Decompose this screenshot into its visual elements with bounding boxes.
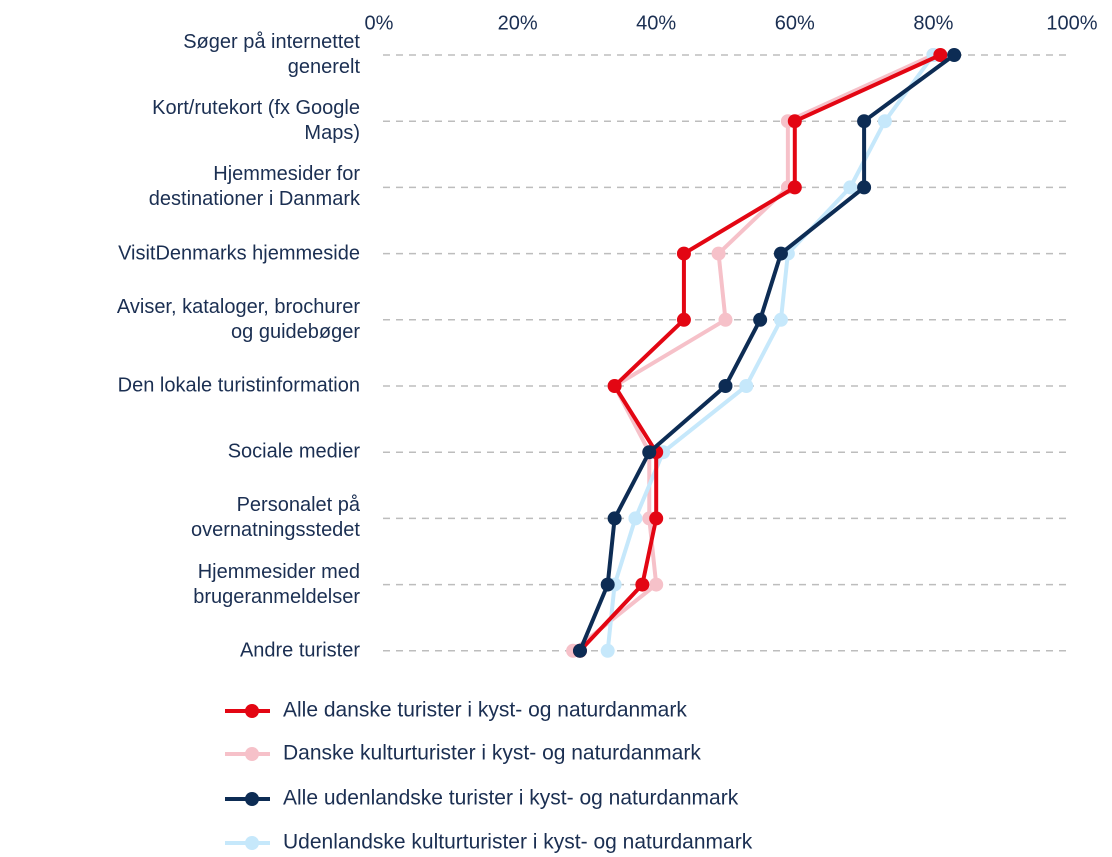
category-label: Den lokale turistinformation — [117, 374, 360, 397]
series-line — [578, 53, 956, 652]
point — [628, 511, 643, 526]
x-tick-label: 60% — [775, 12, 815, 34]
legend-marker — [245, 836, 259, 850]
category-label: Kort/rutekort (fx Google Maps) — [152, 97, 360, 145]
category-label: Aviser, kataloger, brochurer og guidebøg… — [116, 295, 360, 343]
legend-label: Alle danske turister i kyst- og naturdan… — [283, 699, 687, 722]
legend-marker — [245, 704, 259, 718]
point — [773, 246, 788, 261]
x-tick-label: 0% — [365, 12, 394, 34]
series-line — [571, 53, 935, 653]
legend-label: Danske kulturturister i kyst- og naturda… — [283, 742, 701, 765]
point — [773, 312, 788, 327]
point — [843, 180, 858, 195]
point — [676, 312, 691, 327]
point — [607, 379, 622, 393]
point — [718, 312, 733, 327]
point — [933, 48, 948, 62]
point — [718, 379, 733, 393]
x-tick-label: 40% — [636, 12, 676, 34]
point — [649, 511, 664, 526]
point — [787, 114, 802, 129]
point — [877, 114, 892, 129]
point — [635, 577, 650, 592]
category-label: Hjemmesider for destinationer i Danmark — [148, 163, 360, 211]
x-tick-label: 20% — [498, 12, 538, 34]
point — [947, 48, 962, 62]
point — [711, 246, 726, 261]
category-label: Søger på internettet generelt — [183, 31, 360, 78]
point — [642, 445, 657, 460]
category-label: Personalet på overnatningsstedet — [190, 494, 360, 542]
point — [649, 577, 664, 592]
category-label: Hjemmesider med brugeranmeldelser — [193, 560, 360, 608]
point — [607, 511, 622, 526]
point — [857, 114, 872, 129]
category-label: Sociale medier — [227, 440, 360, 463]
point — [676, 246, 691, 261]
series-line — [605, 53, 936, 652]
legend-label: Alle udenlandske turister i kyst- og nat… — [283, 787, 739, 810]
legend-marker — [245, 747, 259, 761]
point — [857, 180, 872, 195]
point — [739, 379, 754, 393]
point — [600, 577, 615, 592]
category-label: VisitDenmarks hjemmeside — [118, 242, 360, 265]
x-tick-label: 100% — [1046, 12, 1097, 34]
category-label: Andre turister — [239, 639, 360, 662]
point — [600, 643, 615, 658]
legend-marker — [245, 792, 259, 806]
series-line — [578, 53, 942, 653]
point — [572, 643, 587, 658]
point — [787, 180, 802, 195]
point — [753, 312, 768, 327]
x-tick-label: 80% — [913, 12, 953, 34]
legend-label: Udenlandske kulturturister i kyst- og na… — [283, 831, 753, 854]
